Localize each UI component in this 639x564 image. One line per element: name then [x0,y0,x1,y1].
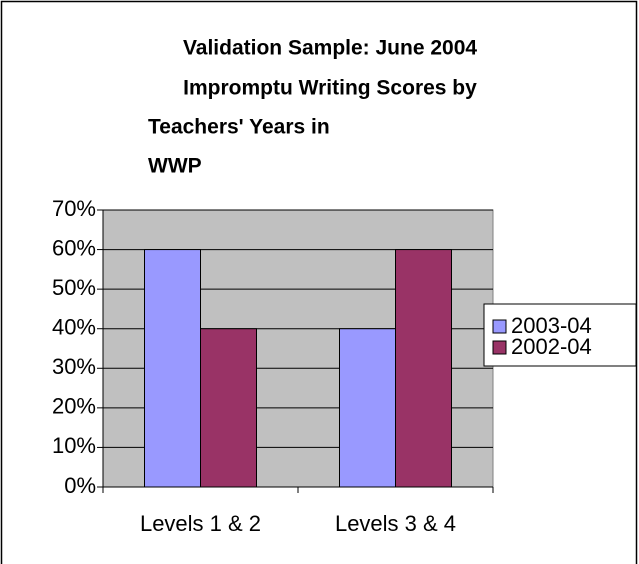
chart-title: Validation Sample: June 2004 [183,37,477,60]
y-tick-label: 50% [52,275,96,300]
y-tick-label: 30% [52,354,96,379]
legend-swatch [492,319,507,334]
x-tick-label: Levels 1 & 2 [140,511,261,536]
legend [483,303,637,367]
legend-swatch [492,340,507,355]
bar [200,328,257,488]
chart-title: WWP [148,155,202,178]
bar [395,249,452,488]
chart-title: Teachers' Years in [148,116,330,139]
chart-title: Impromptu Writing Scores by [183,77,477,100]
y-tick-label: 0% [64,473,96,498]
bar [144,249,201,488]
y-tick-label: 20% [52,394,96,419]
legend-label: 2002-04 [511,334,592,359]
y-tick-label: 40% [52,315,96,340]
y-tick-label: 60% [52,235,96,260]
y-tick-label: 70% [52,196,96,221]
x-tick-label: Levels 3 & 4 [335,511,456,536]
bar [339,328,396,488]
y-tick-label: 10% [52,433,96,458]
legend-label: 2003-04 [511,313,592,338]
